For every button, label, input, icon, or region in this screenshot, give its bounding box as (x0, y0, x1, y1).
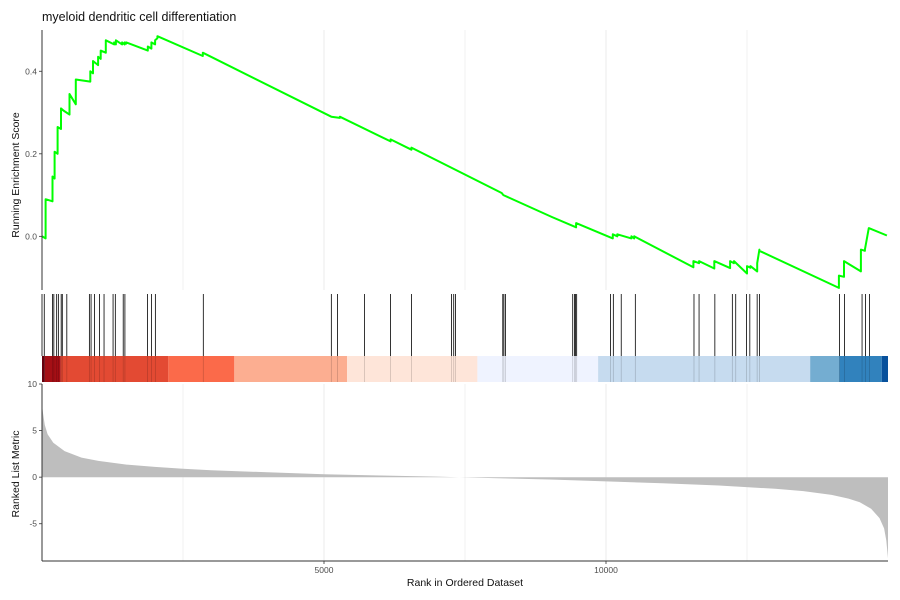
y-axis-label: Running Enrichment Score (10, 112, 22, 238)
x-tick-label: 5000 (315, 565, 334, 575)
rank-color-band (44, 356, 61, 382)
rank-color-band (60, 356, 169, 382)
rank-color-band (347, 356, 478, 382)
enrichment-panel-grid (182, 30, 748, 290)
rank-color-band (168, 356, 235, 382)
enrichment-score-line (41, 35, 888, 289)
metric-y-tick-label: -5 (29, 519, 37, 529)
enrichment-y-ticks: 0.0 0.2 0.4 (25, 66, 42, 241)
y-tick-label: 0.0 (25, 231, 37, 241)
metric-y-axis-label: Ranked List Metric (10, 431, 22, 518)
enrichment-line-layer (41, 35, 888, 289)
x-ticks: 5000 10000 (315, 561, 618, 575)
axis-lines (41, 30, 888, 562)
y-tick-label: 0.4 (25, 66, 37, 76)
ranked-metric-area (42, 404, 888, 559)
rank-color-band (810, 356, 840, 382)
rank-color-band (234, 356, 348, 382)
x-tick-label: 10000 (594, 565, 618, 575)
metric-y-tick-label: 0 (32, 472, 37, 482)
rank-color-band (477, 356, 599, 382)
rank-color-band (839, 356, 882, 382)
hit-ticks (43, 294, 870, 356)
metric-y-tick-label: 5 (32, 426, 37, 436)
x-axis-label: Rank in Ordered Dataset (407, 577, 523, 589)
metric-y-tick-label: 10 (28, 379, 38, 389)
metric-area-layer (42, 404, 888, 559)
metric-y-ticks: -5 0 5 10 (28, 379, 42, 529)
chart-title: myeloid dendritic cell differentiation (42, 10, 236, 24)
rank-color-band (881, 356, 888, 382)
rank-color-bar (42, 356, 888, 382)
rank-color-band (598, 356, 811, 382)
rank-color-band (42, 356, 45, 382)
y-tick-label: 0.2 (25, 149, 37, 159)
